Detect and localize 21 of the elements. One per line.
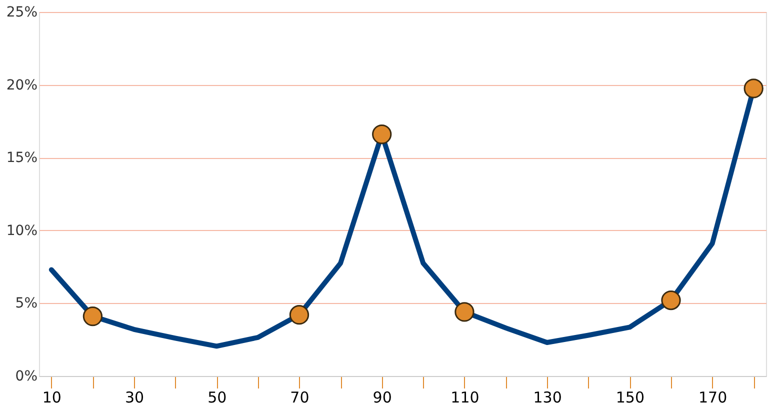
y-tick-label: 25% xyxy=(6,4,38,20)
x-tick-label: 10 xyxy=(42,388,62,406)
y-tick-label: 15% xyxy=(6,150,38,166)
x-tick-label: 110 xyxy=(450,388,480,406)
x-tick-label: 170 xyxy=(698,388,728,406)
x-tick-label: 30 xyxy=(124,388,144,406)
point xyxy=(372,124,392,144)
point xyxy=(661,290,681,310)
y-tick-label: 20% xyxy=(6,77,38,94)
point xyxy=(454,302,474,322)
y-tick-label: 0% xyxy=(15,368,38,384)
x-tick-label: 70 xyxy=(290,388,310,406)
y-tick-label: 5% xyxy=(15,296,38,312)
x-tick-label: 90 xyxy=(372,388,392,406)
point xyxy=(289,305,310,325)
x-tick-label: 150 xyxy=(616,388,645,406)
x-tick-label: 130 xyxy=(533,388,562,406)
y-tick-label: 10% xyxy=(6,222,38,239)
point xyxy=(82,306,103,326)
point xyxy=(744,78,764,98)
x-tick-label: 50 xyxy=(208,388,227,406)
